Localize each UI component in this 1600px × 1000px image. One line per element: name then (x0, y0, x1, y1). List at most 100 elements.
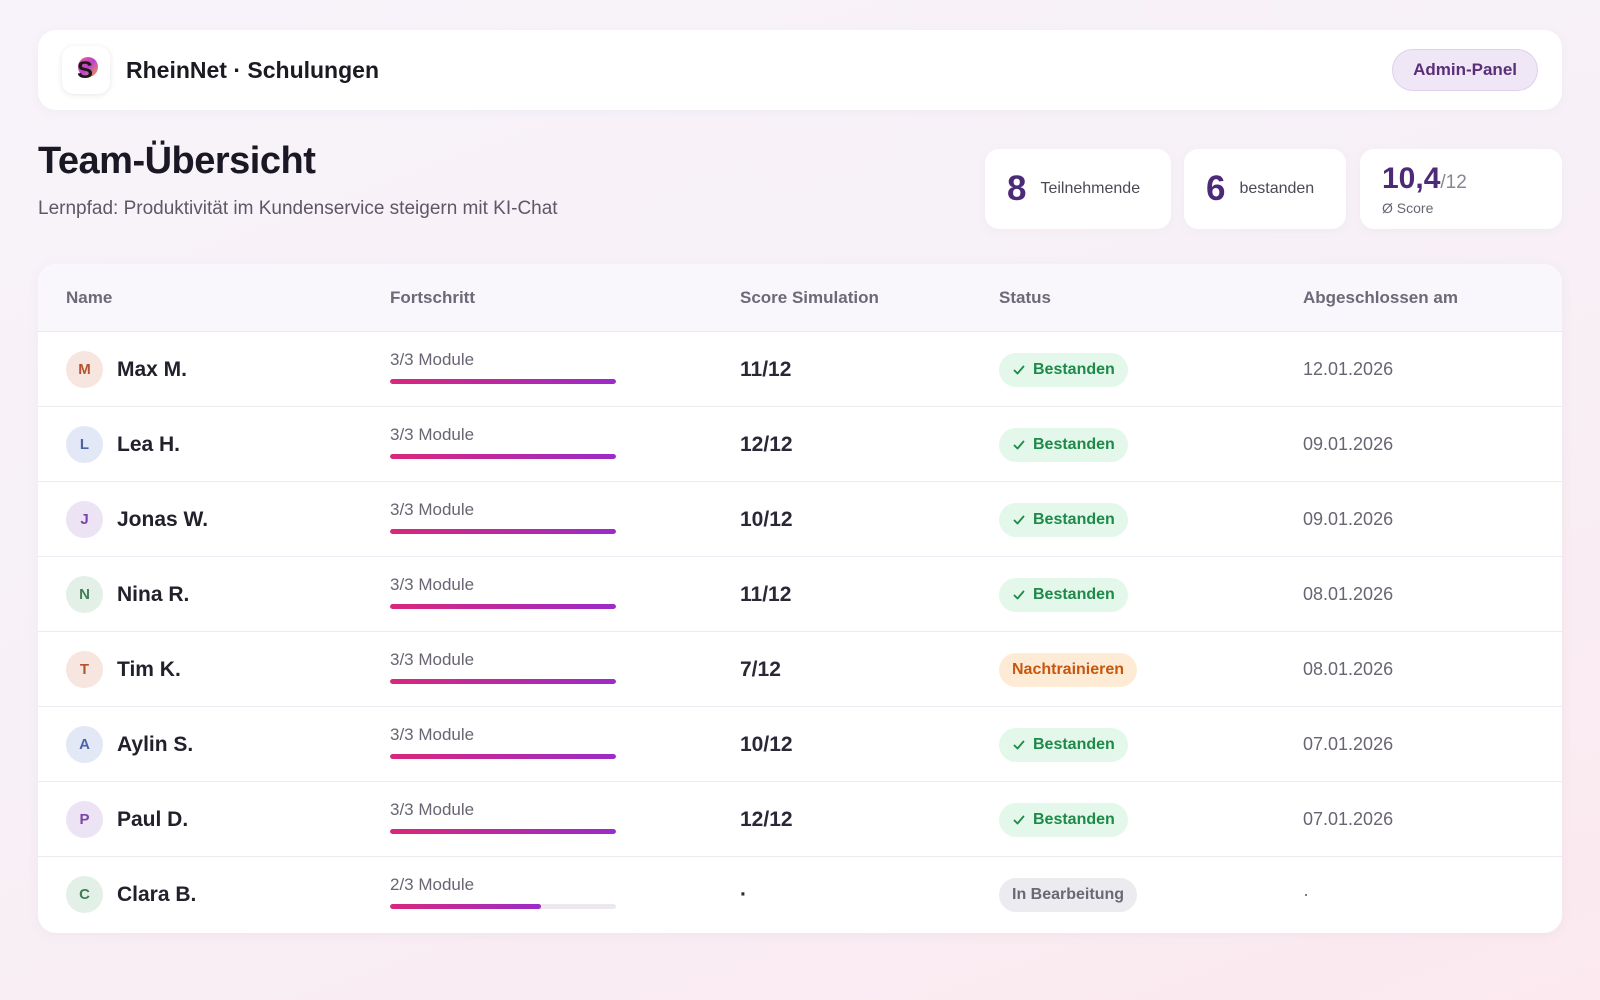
header-name[interactable]: Name (66, 288, 113, 307)
status-label: Bestanden (1033, 510, 1115, 528)
check-icon (1013, 515, 1025, 524)
status-label: In Bearbeitung (1012, 885, 1125, 903)
status-badge: Bestanden (999, 802, 1128, 837)
app-title: RheinNet · Schulungen (126, 56, 379, 83)
name-cell: L Lea H. (66, 407, 180, 482)
score-cell: 10/12 (740, 707, 793, 782)
page-subtitle: Lernpfad: Produktivität im Kundenservice… (38, 198, 558, 219)
score-value: 10/12 (740, 507, 793, 531)
person-name: Max M. (117, 357, 188, 381)
progress-bar (390, 603, 616, 609)
table-row-4[interactable]: N Nina R. 3/3 Module 11/12 Bestanden 08.… (38, 557, 1562, 632)
name-cell: A Aylin S. (66, 707, 193, 782)
status-cell: Bestanden (999, 707, 1128, 782)
header-progress[interactable]: Fortschritt (390, 288, 475, 307)
header-completed[interactable]: Abgeschlossen am (1303, 288, 1458, 307)
status-badge: Bestanden (999, 727, 1128, 762)
score-value: 11/12 (740, 357, 792, 381)
header-status[interactable]: Status (999, 288, 1051, 307)
stat-avg-score-value: 10,4 (1382, 162, 1441, 195)
status-cell: Nachtrainieren (999, 632, 1138, 707)
stat-avg-score: 10,4 /12 Ø Score (1360, 149, 1562, 229)
avatar: A (66, 726, 103, 763)
table-row-7[interactable]: P Paul D. 3/3 Module 12/12 Bestanden 07.… (38, 782, 1562, 857)
progress-bar-fill (390, 678, 616, 684)
status-label: Bestanden (1033, 810, 1115, 828)
progress-text: 3/3 Module (390, 424, 475, 444)
name-cell: C Clara B. (66, 857, 196, 932)
name-cell: T Tim K. (66, 632, 181, 707)
completed-date: 12.01.2026 (1303, 359, 1394, 379)
progress-bar-fill (390, 378, 616, 384)
stat-passed-value: 6 (1206, 169, 1226, 208)
person-name: Tim K. (117, 657, 181, 681)
name-cell: N Nina R. (66, 557, 189, 632)
score-cell: 12/12 (740, 407, 793, 482)
table-row-2[interactable]: L Lea H. 3/3 Module 12/12 Bestanden 09.0… (38, 407, 1562, 482)
person-name: Paul D. (117, 807, 189, 831)
status-badge: In Bearbeitung (999, 877, 1138, 912)
progress-cell: 3/3 Module (390, 707, 616, 782)
progress-bar (390, 753, 616, 759)
header-score[interactable]: Score Simulation (740, 288, 879, 307)
date-cell: 12.01.2026 (1303, 332, 1393, 407)
table-row-5[interactable]: T Tim K. 3/3 Module 7/12 Nachtrainieren … (38, 632, 1562, 707)
table-row-8[interactable]: C Clara B. 2/3 Module · In Bearbeitung · (38, 857, 1562, 932)
progress-bar-fill (390, 528, 616, 534)
progress-bar-fill (390, 903, 541, 909)
check-icon (1013, 740, 1025, 749)
progress-cell: 3/3 Module (390, 407, 616, 482)
logo-icon: S (77, 57, 98, 84)
status-cell: Bestanden (999, 782, 1128, 857)
progress-bar (390, 903, 616, 909)
stat-passed-label: bestanden (1239, 180, 1315, 197)
name-cell: M Max M. (66, 332, 187, 407)
table-header: Name Fortschritt Score Simulation Status… (38, 264, 1562, 332)
progress-text: 3/3 Module (390, 499, 475, 519)
completed-date: 09.01.2026 (1303, 434, 1394, 454)
progress-bar-fill (390, 828, 616, 834)
person-name: Nina R. (117, 582, 190, 606)
progress-bar (390, 378, 616, 384)
progress-cell: 3/3 Module (390, 632, 616, 707)
score-cell: 7/12 (740, 632, 781, 707)
progress-bar (390, 453, 616, 459)
status-cell: In Bearbeitung (999, 857, 1138, 932)
table-body: M Max M. 3/3 Module 11/12 Bestanden 12.0… (38, 332, 1562, 932)
date-cell: 08.01.2026 (1303, 632, 1393, 707)
date-cell: 07.01.2026 (1303, 782, 1393, 857)
avatar: N (66, 576, 103, 613)
date-cell: · (1303, 857, 1309, 932)
admin-panel-button[interactable]: Admin-Panel (1392, 49, 1538, 91)
stat-passed: 6 bestanden (1184, 149, 1346, 229)
table-row-1[interactable]: M Max M. 3/3 Module 11/12 Bestanden 12.0… (38, 332, 1562, 407)
logo: S (62, 46, 110, 94)
progress-bar (390, 828, 616, 834)
date-cell: 09.01.2026 (1303, 407, 1393, 482)
completed-date: 07.01.2026 (1303, 809, 1394, 829)
name-cell: P Paul D. (66, 782, 188, 857)
status-label: Bestanden (1033, 435, 1115, 453)
progress-bar (390, 678, 616, 684)
score-value: 12/12 (740, 807, 793, 831)
progress-cell: 3/3 Module (390, 782, 616, 857)
date-cell: 09.01.2026 (1303, 482, 1393, 557)
stat-participants-value: 8 (1007, 169, 1027, 208)
logo-letter: S (77, 57, 93, 84)
completed-date: 08.01.2026 (1303, 659, 1394, 679)
completed-date: 09.01.2026 (1303, 509, 1394, 529)
score-value: 10/12 (740, 732, 793, 756)
score-cell: 10/12 (740, 482, 793, 557)
status-label: Bestanden (1033, 360, 1115, 378)
score-cell: 11/12 (740, 332, 791, 407)
table-row-6[interactable]: A Aylin S. 3/3 Module 10/12 Bestanden 07… (38, 707, 1562, 782)
brand: S RheinNet · Schulungen (62, 46, 379, 94)
check-icon (1013, 440, 1025, 449)
progress-text: 3/3 Module (390, 349, 475, 369)
progress-text: 3/3 Module (390, 724, 475, 744)
table-row-3[interactable]: J Jonas W. 3/3 Module 10/12 Bestanden 09… (38, 482, 1562, 557)
date-cell: 07.01.2026 (1303, 707, 1393, 782)
avatar: L (66, 426, 103, 463)
completed-date: 08.01.2026 (1303, 584, 1394, 604)
avatar: T (66, 651, 103, 688)
